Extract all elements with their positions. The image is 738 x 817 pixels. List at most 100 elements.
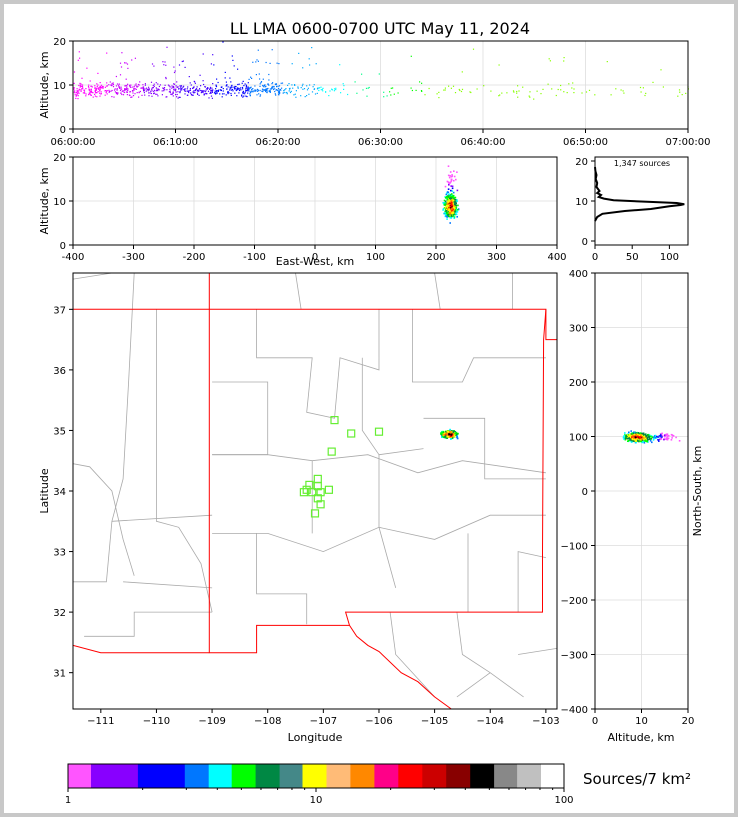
p1-source-point [259,95,261,97]
p2-source-point [453,211,455,213]
p5-source-point [630,434,632,437]
p5-source-point [635,433,638,436]
p1-source-point [235,89,237,92]
p1-source-point [74,94,76,96]
p1-source-point [94,85,96,87]
p1-source-point [308,93,310,95]
lma-station-marker [302,485,311,494]
p1-source-point [242,91,244,93]
p1-source-point [678,89,681,91]
p1-source-point [182,86,184,88]
p1-source-point [89,80,91,82]
p5-source-point [648,437,651,439]
p2-source-point [447,181,450,183]
p4-source-point [443,433,445,436]
p1-source-point [366,95,368,97]
p1-source-point [383,96,385,98]
p1-source-point [100,91,102,93]
p1-source-point [302,88,304,90]
p5-source-point [643,433,645,436]
p1-source-point [316,92,318,94]
p1-source-point [421,90,423,92]
county-boundary [423,417,546,480]
p5-source-point [648,434,651,436]
p1-source-point [124,62,126,64]
p1-source-point [224,71,226,73]
p1-source-point [235,86,237,88]
p1-source-point [300,87,302,89]
p1-source-point [129,85,131,87]
p5-source-point [642,432,645,435]
p1-source-point [120,86,122,88]
p3-annotation: 1,347 sources [614,159,670,168]
p4-source-point [452,432,455,435]
p1-source-point [205,91,207,93]
p1-source-point [238,92,240,94]
p1-source-point [294,84,296,86]
p1-source-point [114,88,116,90]
p1-source-point [230,92,232,95]
p5-source-point [646,437,649,439]
p1-source-point [178,96,180,98]
lma-station-marker [324,485,333,494]
p1-source-point [92,96,94,98]
p2-source-point [455,209,457,211]
p1-source-point [258,93,260,95]
p1-source-point [163,64,165,66]
p1-source-point [238,83,240,85]
p1-source-point [108,84,110,86]
p1-source-point [200,89,202,92]
p1-source-point [217,81,219,84]
p1-source-point [151,87,153,89]
p2-source-point [453,170,455,172]
p1-source-point [276,89,278,91]
p1-source-point [164,84,166,86]
p1-source-point [278,94,280,96]
p1-source-point [148,92,150,94]
p1-source-point [557,88,559,91]
p5-ytick-label: 300 [569,324,588,335]
p1-source-point [106,93,108,95]
p4-source-point [445,436,448,439]
p5-source-point [649,438,651,440]
p1-source-point [211,91,213,93]
p1-source-point [271,49,273,51]
p1-source-point [163,87,166,89]
p1-source-point [237,68,239,70]
p1-source-point [187,90,190,92]
p1-source-point [306,95,308,97]
p5-source-point [630,430,632,432]
p1-source-point [560,89,562,91]
p2-source-point [456,171,458,173]
county-boundary [111,514,213,522]
p5-source-point [632,432,635,435]
p1-source-point [139,90,141,93]
colorbar-label: Sources/7 km² [583,770,691,788]
p1-source-point [356,92,358,94]
p1-source-point [132,92,134,94]
p1-source-point [187,86,189,88]
p1-source-point [116,89,118,91]
p1-source-point [174,70,176,72]
p1-source-point [130,84,132,86]
p1-source-point [269,62,271,64]
p1-source-point [156,89,158,91]
p1-source-point [274,88,276,90]
p1-source-point [571,87,573,89]
p1-source-point [169,91,171,93]
p1-source-point [563,57,565,59]
p1-source-point [132,90,134,92]
p1-source-point [205,89,207,91]
p2-source-point [444,200,447,203]
p1-source-point [301,85,303,87]
p1-source-point [192,91,194,93]
p1-source-point [86,67,88,69]
p1-source-point [298,52,300,54]
p1-source-point [127,90,129,92]
county-boundary [84,611,213,637]
p1-source-point [247,87,249,89]
p2-source-point [448,184,450,186]
lma-station-marker [313,474,322,483]
p1-source-point [237,88,239,90]
p2-source-point [450,178,453,181]
